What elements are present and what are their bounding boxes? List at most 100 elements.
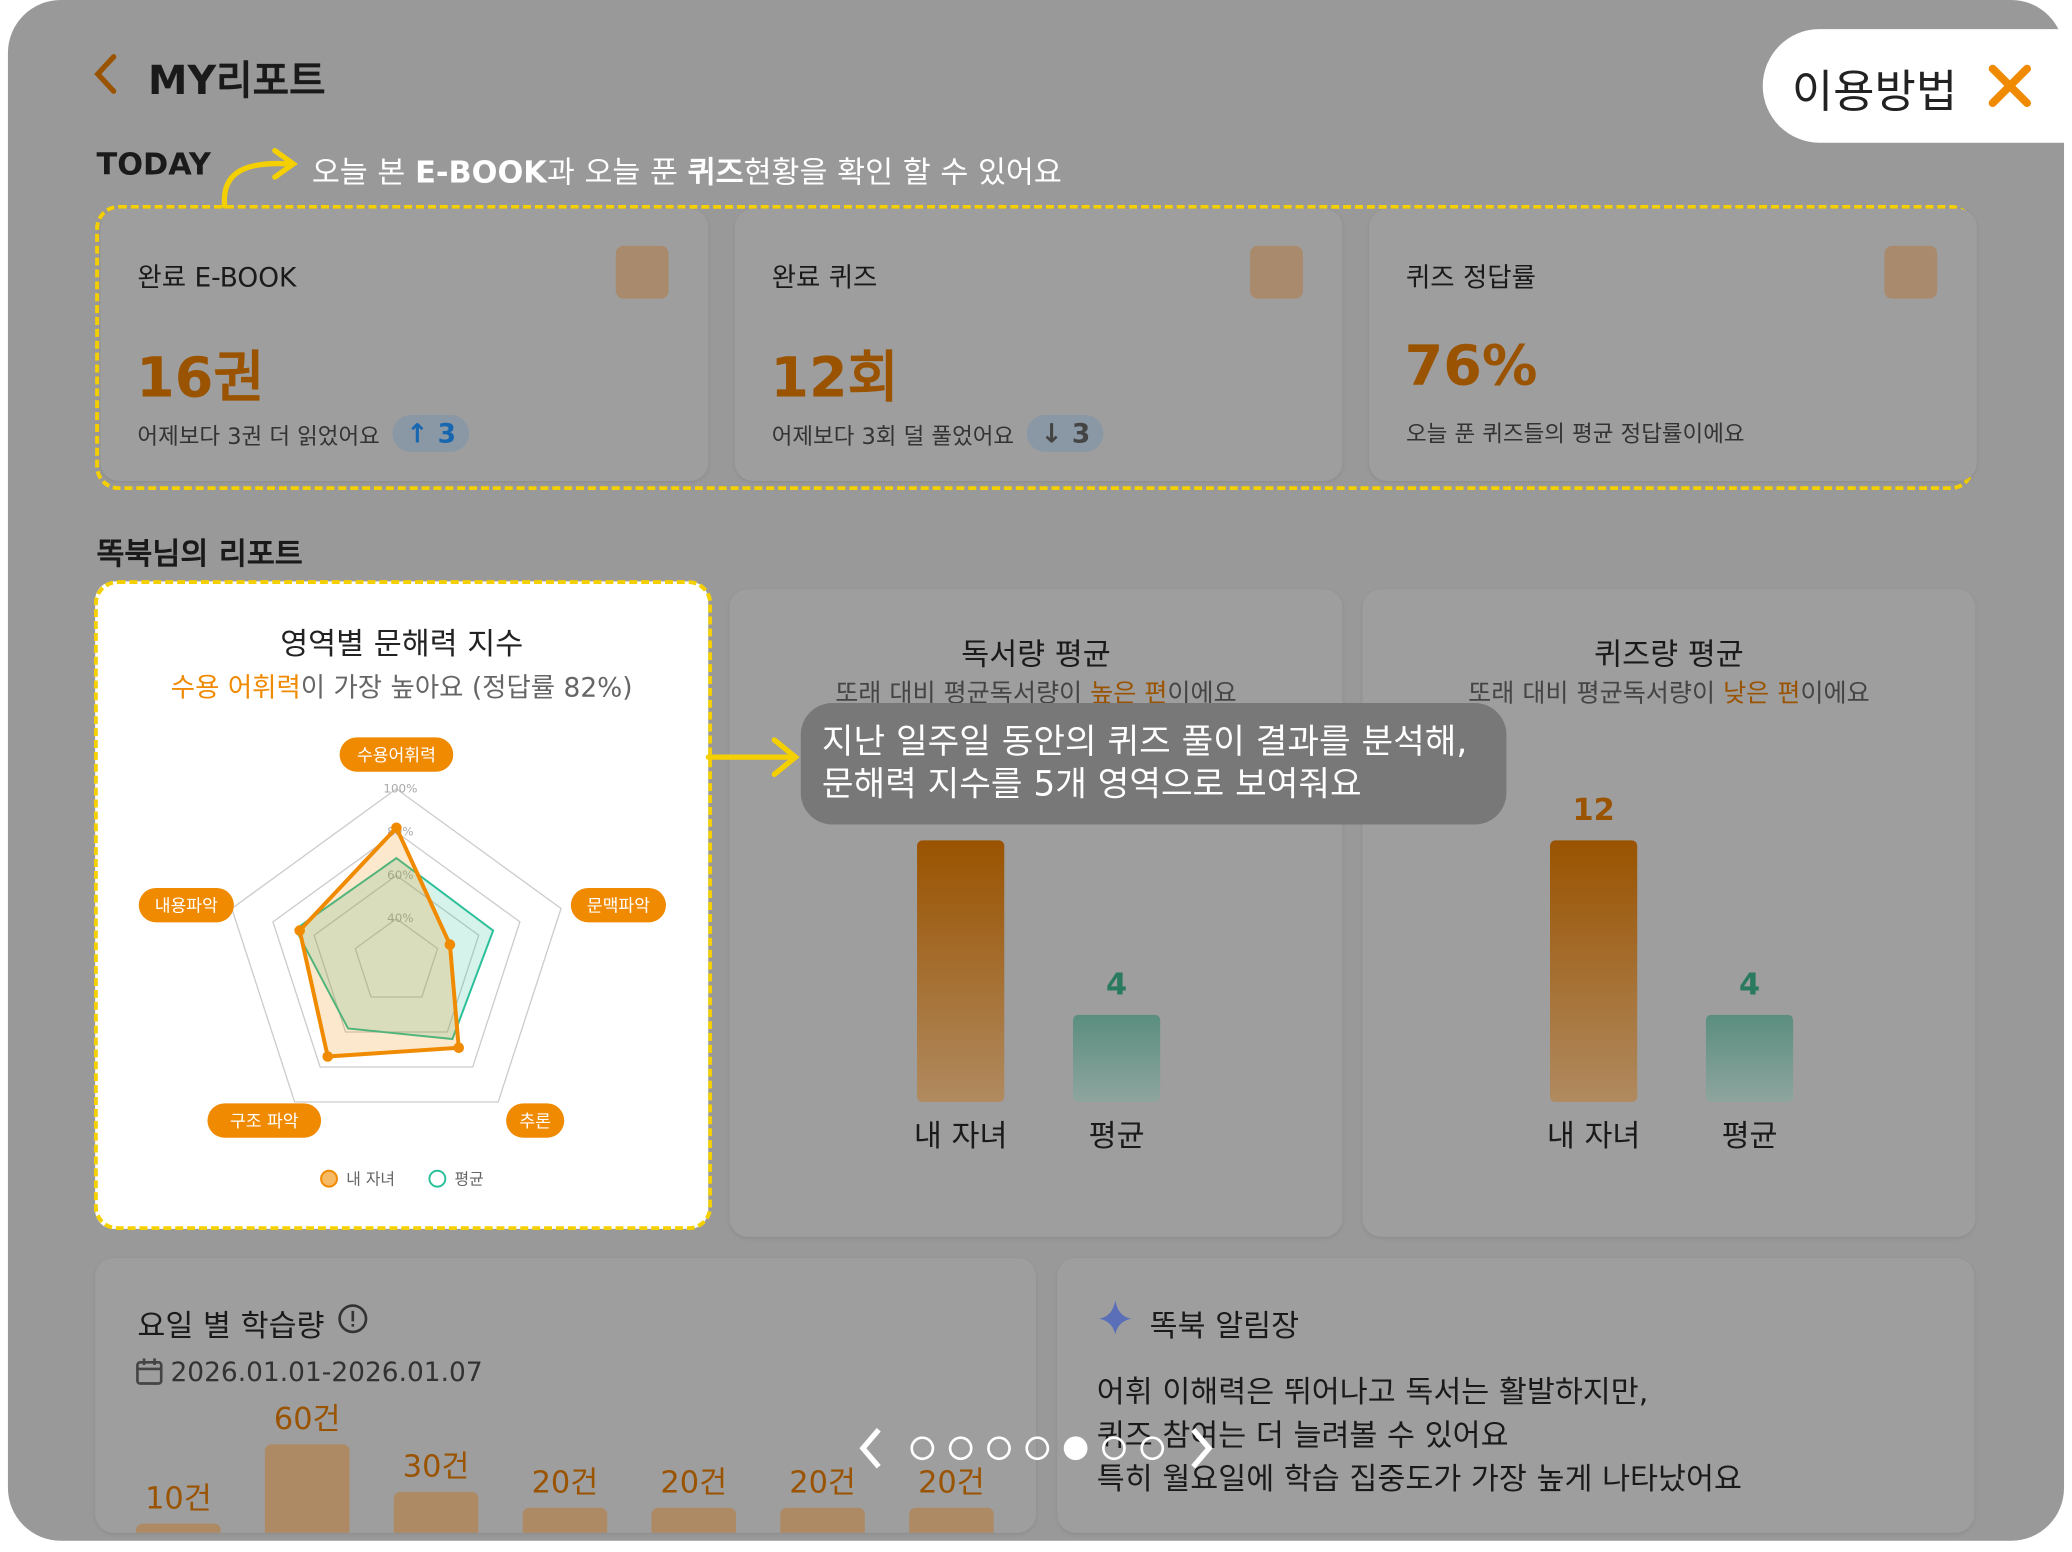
close-button[interactable] [1987, 63, 2032, 108]
subtitle-seg: 또래 대비 평균독서량이 [1468, 679, 1724, 709]
stat-badge: ↓ 3 [1027, 414, 1104, 452]
axis-label: 수용어휘력 [357, 746, 436, 766]
radar-point [294, 925, 305, 936]
tooltip-text: 지난 일주일 동안의 퀴즈 풀이 결과를 분석해, 문해력 지수를 5개 영역으로… [822, 721, 1467, 806]
bar-value: 30건 [403, 1450, 470, 1485]
radar-point [453, 1042, 465, 1054]
bar-card: 퀴즈량 평균 또래 대비 평균독서량이 낮은 편이에요 12 내 자녀 4 평균 [1362, 589, 1976, 1237]
axis-pill [207, 1103, 322, 1138]
bar-value: 20건 [660, 1465, 727, 1500]
stat-value: 16권 [136, 344, 265, 410]
bar-value: 20건 [918, 1465, 985, 1500]
page-dot[interactable] [910, 1436, 935, 1461]
section-title: 똑북님의 리포트 [96, 537, 303, 573]
axis-label: 문맥파악 [587, 896, 650, 916]
prev-page[interactable] [859, 1428, 881, 1469]
radar-area [297, 824, 461, 1059]
notice-body: 어휘 이해력은 뛰어나고 독서는 활발하지만, 퀴즈 참여는 더 늘려볼 수 있어… [1097, 1372, 1742, 1503]
bar-category: 내 자녀 [1547, 1119, 1641, 1154]
subtitle-seg: 낮은 편 [1723, 679, 1801, 709]
notice-card: 똑북 알림장 어휘 이해력은 뛰어나고 독서는 활발하지만, 퀴즈 참여는 더 늘… [1057, 1257, 1975, 1533]
stat-title: 완료 E-BOOK [137, 261, 297, 294]
ring-label: 60% [387, 868, 413, 882]
notice-line: 특히 월요일에 학습 집중도가 가장 높게 나타났어요 [1096, 1462, 1742, 1498]
page-dot[interactable] [1025, 1436, 1050, 1461]
guide-seg: 퀴즈 [687, 155, 744, 191]
bar-title: 퀴즈량 평균 [1594, 638, 1744, 673]
bar-value: 60건 [274, 1402, 341, 1437]
bar-value: 10건 [145, 1481, 212, 1516]
notice-line: 퀴즈 참여는 더 늘려볼 수 있어요 [1096, 1419, 1509, 1454]
tooltip-line: 문해력 지수를 5개 영역으로 보여줘요 [821, 765, 1362, 805]
stat-card: 퀴즈 정답률 76% 오늘 푼 퀴즈들의 평균 정답률이에요 [1368, 208, 1977, 481]
info-icon[interactable] [337, 1303, 369, 1335]
bar [522, 1507, 608, 1533]
page-dot[interactable] [1140, 1436, 1165, 1461]
calendar-icon [136, 1358, 163, 1385]
legend-swatch [320, 1169, 338, 1188]
bar-category: 평균 [1089, 1119, 1145, 1154]
axis-pill [570, 887, 666, 923]
bar-value: 12 [1572, 793, 1614, 828]
back-button[interactable] [87, 50, 127, 98]
radar-card: 영역별 문해력 지수 수용 어휘력이 가장 높아요 (정답률 82%) 100%… [95, 581, 709, 1229]
bar [393, 1491, 479, 1533]
guide-arrow [221, 147, 298, 209]
stat-note-text: 어제보다 3회 덜 풀었어요 [771, 423, 1015, 450]
page-dot[interactable] [948, 1436, 973, 1461]
bar-category: 평균 [1722, 1119, 1778, 1154]
page-dot[interactable] [987, 1436, 1011, 1461]
page-dot[interactable] [1102, 1436, 1126, 1461]
ring-label: 40% [387, 911, 413, 925]
stat-note: 어제보다 3권 더 읽었어요 ↑ 3 [137, 414, 470, 452]
radar-title: 영역별 문해력 지수 [280, 627, 524, 663]
bar-value: 20건 [532, 1465, 599, 1500]
next-page[interactable] [1191, 1428, 1213, 1469]
radar-ring [272, 831, 521, 1068]
stat-note-text: 오늘 푼 퀴즈들의 평균 정답률이에요 [1405, 421, 1745, 448]
weekly-chart: 10건 60건 30건 20건 20건 20건 20건 [136, 1402, 994, 1533]
radar-point [391, 822, 402, 834]
bar [264, 1444, 350, 1533]
subtitle-text: 이 가장 높아요 (정답률 82%) [300, 671, 633, 703]
guide-seg: E-BOOK [415, 155, 547, 191]
pagination [859, 1428, 1213, 1469]
stat-title: 완료 퀴즈 [771, 261, 878, 294]
highlight-box [93, 580, 713, 1231]
legend-swatch [428, 1169, 447, 1188]
axis-pill [506, 1103, 565, 1138]
bar [136, 1523, 221, 1533]
bar-value: 20건 [789, 1465, 856, 1500]
bar [651, 1507, 737, 1533]
radar-point [322, 1051, 334, 1062]
guide-seg: 과 오늘 푼 [546, 155, 688, 191]
bar-subtitle: 또래 대비 평균독서량이 낮은 편이에요 [1362, 674, 1975, 710]
stat-title: 퀴즈 정답률 [1405, 261, 1536, 294]
stat-badge: ↑ 3 [393, 414, 470, 452]
subtitle-seg: 이에요 [1800, 679, 1870, 709]
radar-ring [354, 917, 439, 998]
bar-value: 4 [1739, 967, 1760, 1002]
legend-label: 내 자녀 [346, 1170, 395, 1189]
subtitle-highlight: 수용 어휘력 [170, 671, 301, 703]
page-dot-active[interactable] [1063, 1436, 1088, 1461]
bar-title: 독서량 평균 [961, 638, 1111, 673]
bar [780, 1507, 865, 1533]
stat-icon [615, 245, 669, 299]
stat-icon [1250, 245, 1303, 299]
bar-value: 4 [1106, 967, 1127, 1002]
notice-title: 똑북 알림장 [1149, 1309, 1300, 1344]
sparkle-icon [1099, 1300, 1132, 1335]
radar-ring [313, 874, 480, 1033]
legend-label: 평균 [455, 1170, 484, 1189]
help-pill[interactable]: 이용방법 [1762, 29, 2067, 143]
stat-card: 완료 퀴즈 12회 어제보다 3회 덜 풀었어요 ↓ 3 [734, 208, 1343, 481]
tooltip-line: 지난 일주일 동안의 퀴즈 풀이 결과를 분석해, [821, 722, 1468, 763]
axis-label: 추론 [519, 1112, 551, 1132]
